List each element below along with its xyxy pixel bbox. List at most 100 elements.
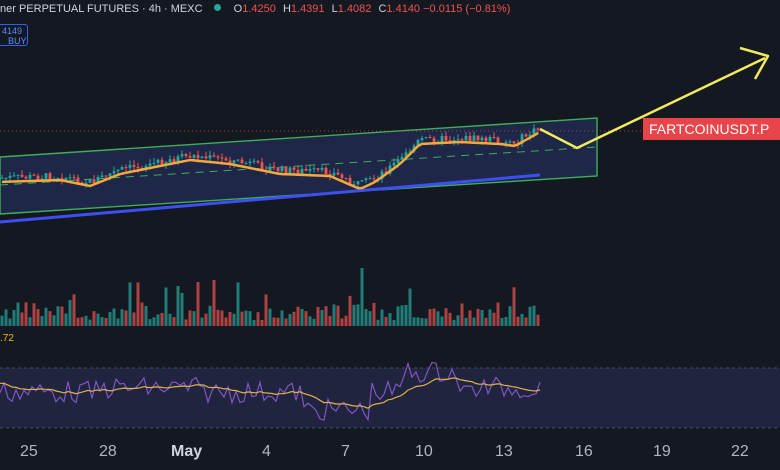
candle-body: [484, 137, 488, 142]
volume-bar: [60, 306, 64, 326]
candle-body: [220, 157, 224, 159]
volume-bar: [420, 318, 424, 326]
close-value: 1.4140: [386, 3, 421, 15]
candle-body: [280, 166, 284, 172]
volume-bar: [132, 312, 136, 326]
volume-bar: [208, 305, 212, 326]
candle-body: [76, 177, 80, 183]
candle-body: [468, 135, 472, 141]
x-tick: 28: [99, 443, 117, 460]
candle-body: [336, 172, 340, 175]
candle-body: [136, 166, 140, 169]
candle-body: [100, 175, 104, 178]
volume-bar: [16, 302, 20, 326]
volume-bar: [244, 310, 248, 326]
candle-body: [256, 160, 260, 163]
volume-bar: [228, 311, 232, 326]
volume-bar: [40, 315, 44, 326]
candle-body: [272, 166, 276, 168]
volume-bar: [384, 316, 388, 326]
buy-button[interactable]: 4149 BUY: [0, 24, 28, 46]
volume-bar: [444, 308, 448, 326]
volume-bar: [44, 307, 48, 326]
candle-body: [108, 173, 112, 177]
candle-body: [176, 156, 180, 163]
volume-bar: [520, 313, 524, 326]
candle-body: [200, 156, 204, 158]
volume-bar: [460, 303, 464, 326]
x-tick: 25: [20, 443, 38, 460]
volume-bar: [220, 310, 224, 326]
candle-body: [152, 162, 156, 164]
candle-body: [476, 135, 480, 141]
volume-bar: [144, 305, 148, 326]
candle-body: [424, 137, 428, 139]
candle-body: [216, 156, 220, 158]
candle-body: [12, 175, 16, 177]
candle-body: [472, 135, 476, 141]
volume-bar: [532, 305, 536, 326]
volume-bar: [492, 312, 496, 326]
volume-bar: [168, 313, 172, 326]
volume-bar: [404, 304, 408, 326]
volume-bar: [396, 306, 400, 326]
volume-bar: [496, 302, 500, 326]
channel-midline: [0, 146, 598, 186]
volume-bar: [348, 295, 352, 326]
candle-body: [116, 169, 120, 172]
volume-bar: [452, 319, 456, 326]
candle-body: [408, 151, 412, 153]
candle-body: [260, 162, 264, 171]
volume-bar: [112, 308, 116, 326]
symbol-title[interactable]: ner PERPETUAL FUTURES · 4h · MEXC: [0, 3, 203, 15]
volume-bar: [424, 318, 428, 326]
candle-body: [292, 167, 296, 170]
volume-bar: [180, 292, 184, 326]
volume-bar: [360, 268, 364, 326]
volume-bar: [240, 311, 244, 326]
candle-body: [168, 159, 172, 163]
volume-bar: [416, 317, 420, 326]
candle-body: [332, 172, 336, 176]
volume-bar: [204, 313, 208, 326]
volume-bar: [72, 294, 76, 326]
volume-bar: [392, 319, 396, 326]
volume-bar: [272, 317, 276, 326]
volume-bar: [264, 294, 268, 326]
candle-body: [324, 167, 328, 175]
candle-body: [480, 137, 484, 141]
volume-bar: [472, 317, 476, 326]
volume-bar: [332, 304, 336, 326]
candle-body: [460, 139, 464, 141]
candle-body: [240, 159, 244, 164]
candle-body: [528, 134, 532, 137]
volume-bar: [488, 309, 492, 326]
volume-bar: [256, 312, 260, 326]
candle-body: [396, 159, 400, 163]
candle-body: [288, 167, 292, 174]
buy-label: BUY: [8, 36, 27, 46]
candle-body: [36, 175, 40, 180]
candle-body: [536, 128, 540, 130]
candle-body: [156, 159, 160, 163]
candle-body: [96, 177, 100, 184]
change-value: −0.0115 (−0.81%): [423, 3, 511, 15]
volume-bar: [212, 280, 216, 326]
candle-body: [16, 174, 20, 176]
volume-bar: [484, 317, 488, 326]
volume-bar: [104, 318, 108, 326]
candle-body: [124, 167, 128, 169]
candle-body: [92, 179, 96, 184]
candle-body: [492, 136, 496, 138]
candle-body: [268, 166, 272, 172]
candle-body: [252, 160, 256, 162]
candle-body: [72, 177, 76, 179]
candle-body: [496, 137, 500, 143]
candle-body: [132, 164, 136, 167]
candle-body: [184, 154, 188, 157]
rsi-ma-line: [0, 377, 541, 409]
volume-bar: [4, 309, 8, 326]
support-trendline: [0, 173, 541, 224]
